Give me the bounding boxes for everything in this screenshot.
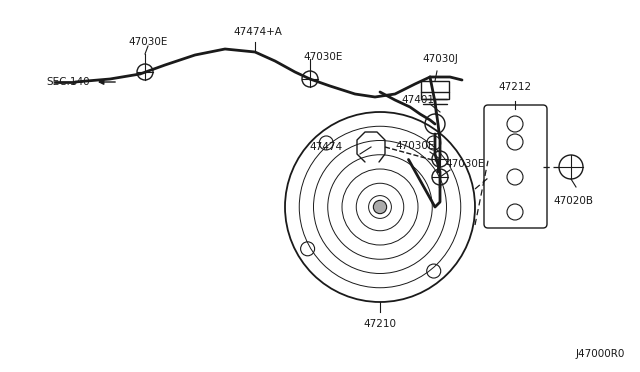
Text: 47474+A: 47474+A: [234, 27, 282, 37]
Text: 47212: 47212: [499, 82, 532, 92]
Text: SEC.140: SEC.140: [46, 77, 90, 87]
Text: 47030J: 47030J: [422, 54, 458, 64]
Text: 47474: 47474: [310, 142, 343, 152]
Text: 47020B: 47020B: [553, 196, 593, 206]
Circle shape: [373, 201, 387, 214]
Text: 47030E: 47030E: [128, 37, 168, 47]
Text: 47401: 47401: [401, 95, 435, 105]
Text: 47030E: 47030E: [445, 159, 484, 169]
Text: 47030E: 47030E: [396, 141, 435, 151]
Text: J47000R0: J47000R0: [575, 349, 625, 359]
Bar: [421, 81, 449, 99]
FancyBboxPatch shape: [484, 105, 547, 228]
Text: 47210: 47210: [364, 319, 397, 329]
Text: 47030E: 47030E: [303, 52, 342, 62]
